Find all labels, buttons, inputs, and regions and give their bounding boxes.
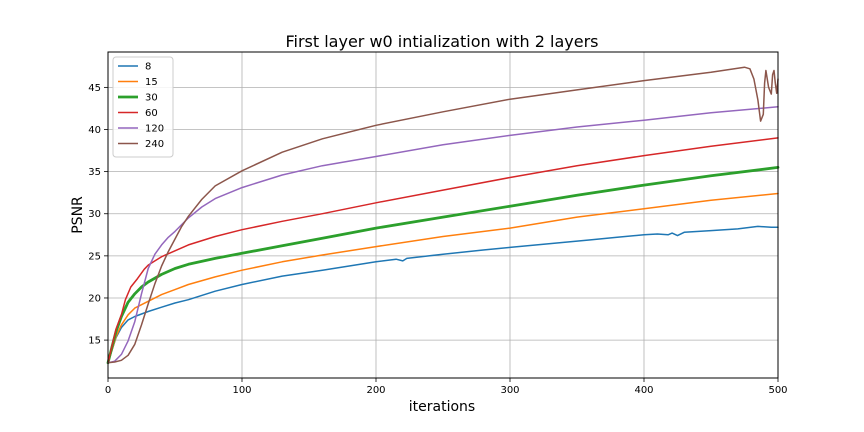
x-tick-label: 500 (768, 385, 787, 396)
grid-lines (107, 52, 779, 378)
series-layer (106, 66, 780, 365)
y-axis-ticks: 15 20 25 30 35 40 45 (88, 83, 108, 347)
plot-area-frame (107, 51, 779, 379)
chart-title: First layer w0 intialization with 2 laye… (285, 32, 598, 51)
legend: 8 15 30 60 120 240 (112, 56, 174, 158)
y-tick-label: 30 (88, 209, 101, 220)
x-tick-label: 0 (105, 385, 111, 396)
y-tick-label: 25 (88, 251, 101, 262)
legend-label-120: 120 (145, 124, 164, 135)
legend-label-240: 240 (145, 139, 164, 150)
x-tick-label: 100 (232, 385, 251, 396)
x-tick-label: 400 (634, 385, 653, 396)
series-line-15 (107, 192, 779, 364)
series-line-30 (106, 166, 780, 365)
x-axis-ticks: 0 100 200 300 400 500 (105, 378, 788, 396)
y-axis-label: PSNR (70, 196, 86, 234)
y-tick-label: 35 (88, 167, 101, 178)
legend-label-15: 15 (145, 77, 158, 88)
series-line-60 (107, 137, 779, 364)
x-tick-label: 200 (366, 385, 385, 396)
y-tick-label: 40 (88, 125, 101, 136)
y-tick-label: 15 (88, 336, 101, 347)
legend-label-8: 8 (145, 62, 151, 73)
legend-label-60: 60 (145, 108, 158, 119)
series-line-120 (107, 106, 779, 364)
x-tick-label: 300 (500, 385, 519, 396)
legend-label-30: 30 (145, 93, 158, 104)
x-axis-label: iterations (409, 399, 475, 415)
y-tick-label: 45 (88, 83, 101, 94)
y-tick-label: 20 (88, 293, 101, 304)
series-line-240 (107, 66, 779, 364)
